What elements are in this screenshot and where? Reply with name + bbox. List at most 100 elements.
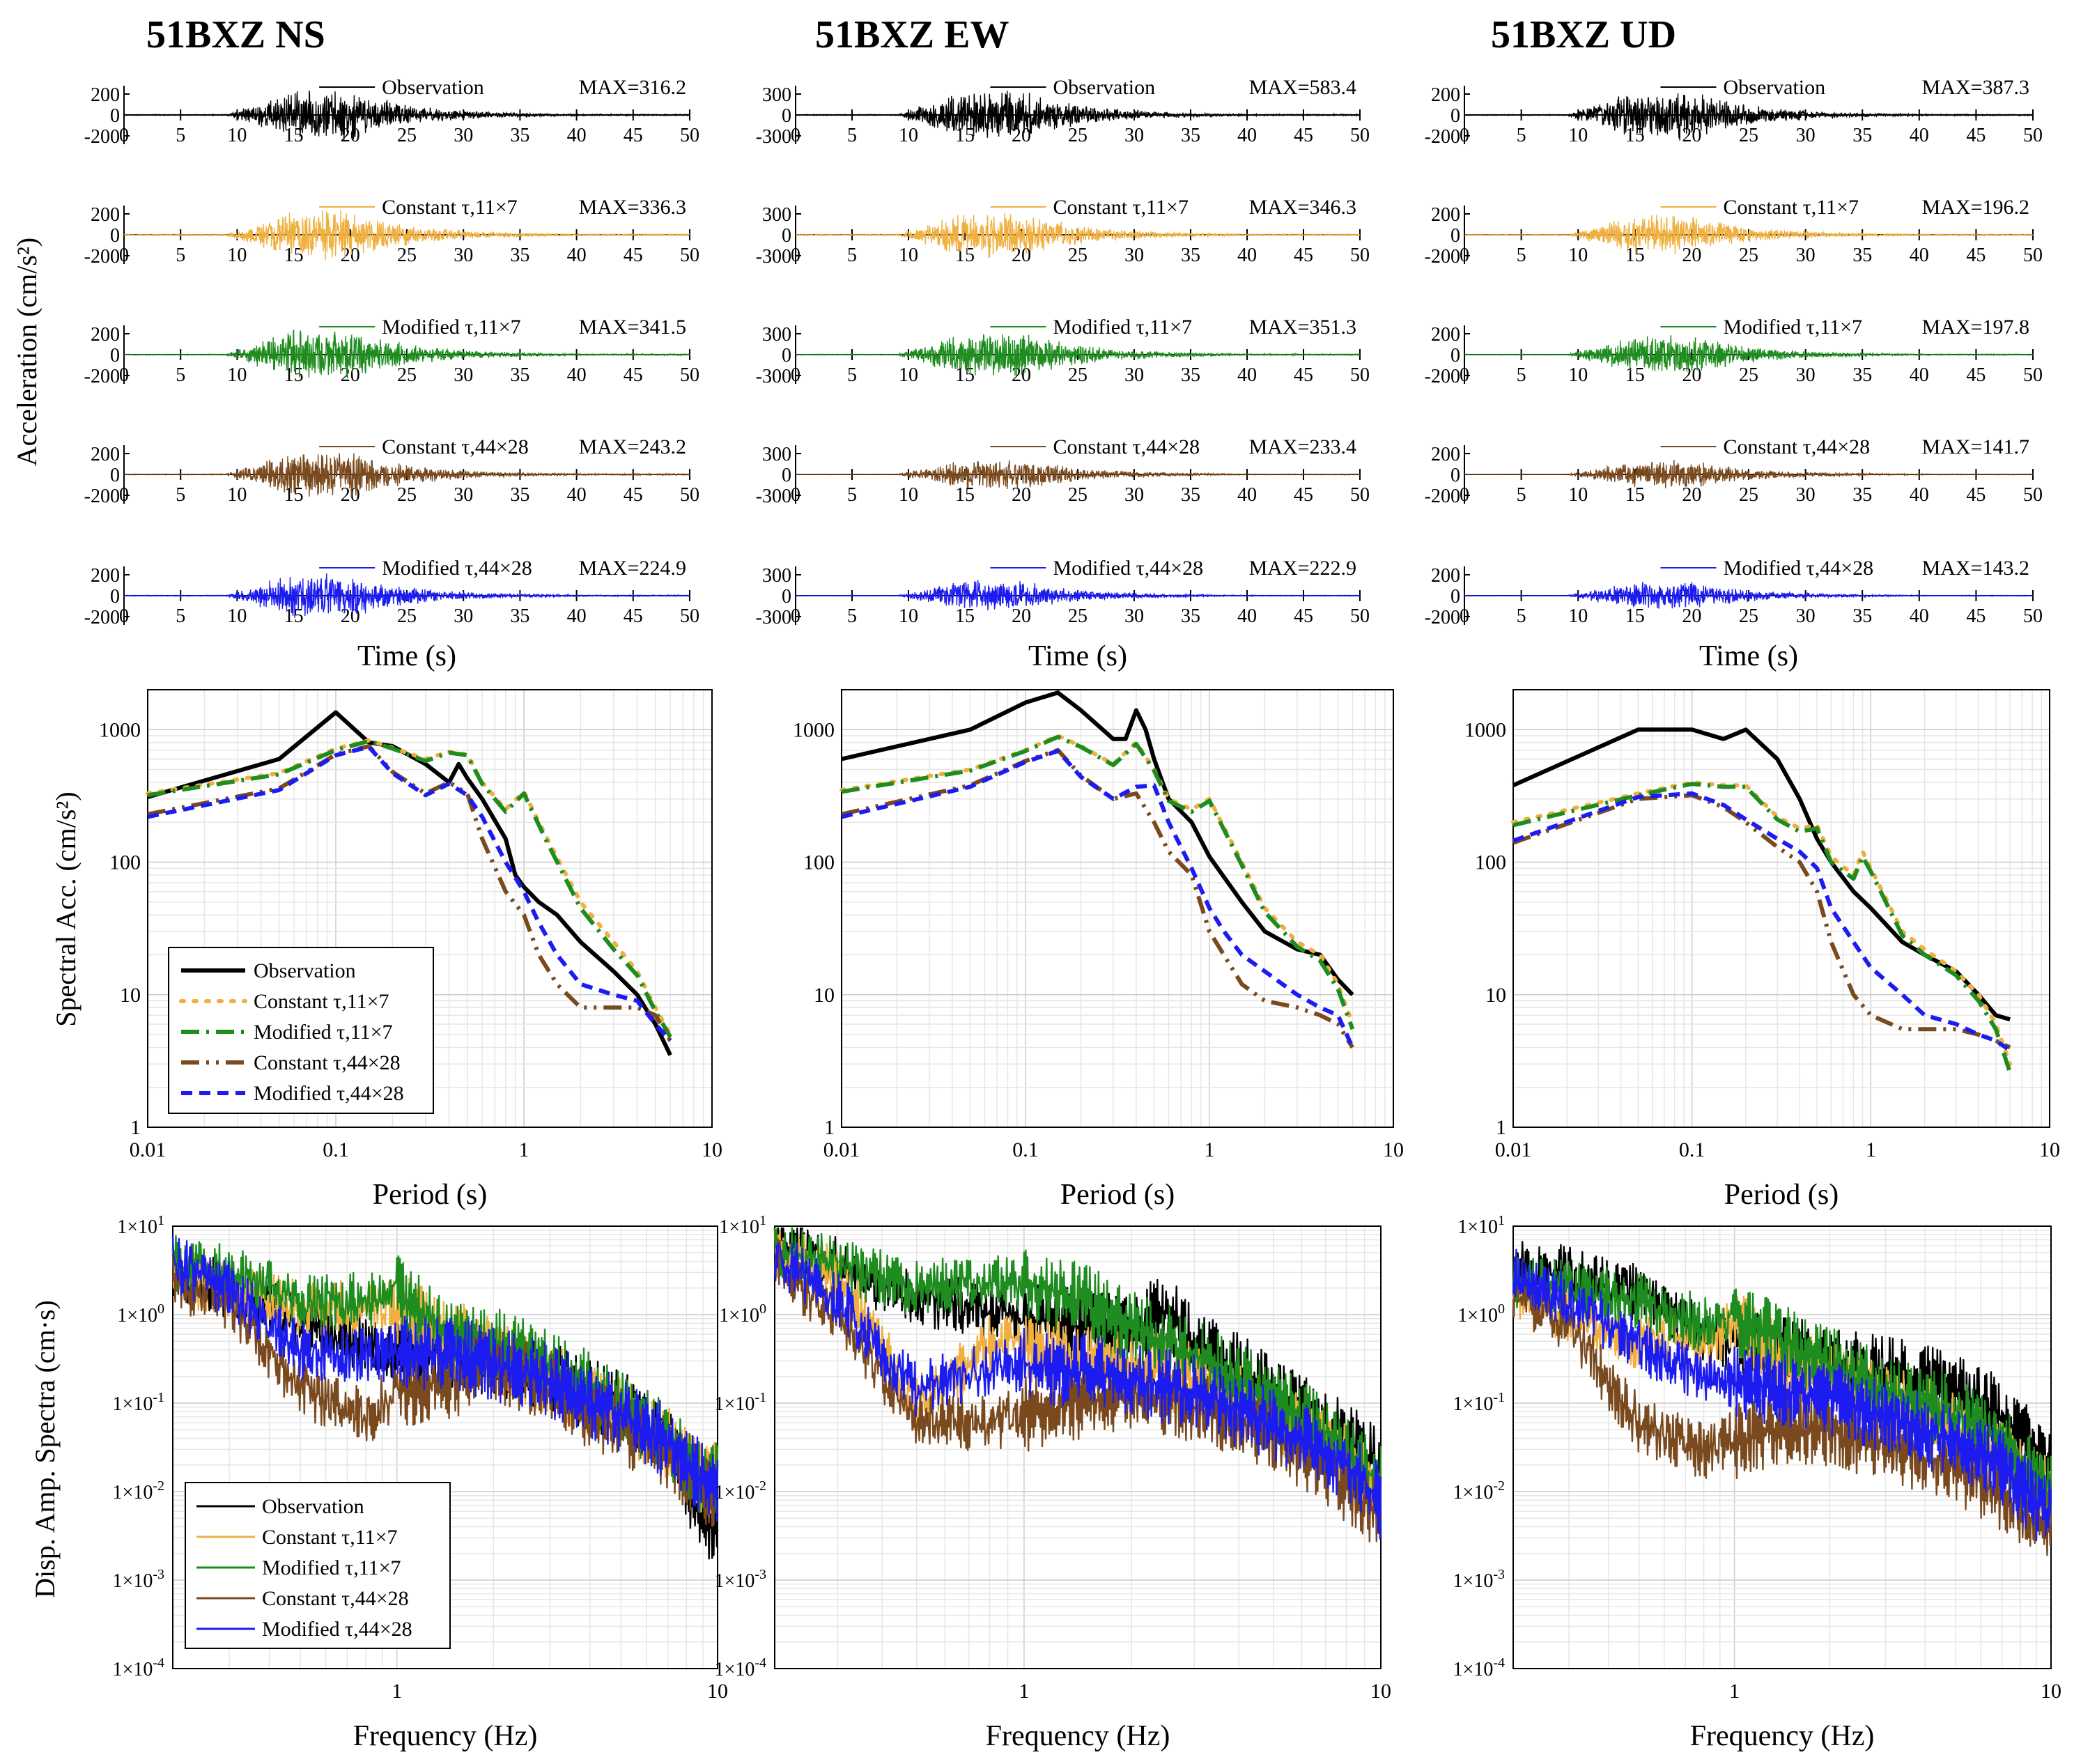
- y-tick-label: 1×10-4: [1453, 1655, 1505, 1680]
- x-tick-label: 30: [1796, 484, 1816, 506]
- freq-xlabel: Frequency (Hz): [353, 1720, 538, 1752]
- plot-frame: [1512, 1225, 2052, 1669]
- x-tick-label: 15: [1625, 364, 1645, 386]
- y-tick-label: 100: [109, 851, 141, 874]
- spectrum-line-4: [841, 748, 1354, 1049]
- max-label: MAX=233.4: [1249, 435, 1356, 458]
- series-name: Constant τ,11×7: [1053, 196, 1189, 219]
- x-tick-label: 5: [847, 364, 857, 386]
- legend-entry: Observation: [262, 1495, 364, 1518]
- series-name: Modified τ,44×28: [382, 557, 532, 580]
- x-tick-label: 50: [1350, 364, 1370, 386]
- x-tick-label: 30: [454, 364, 473, 386]
- x-tick-label: 45: [624, 364, 643, 386]
- x-tick-label: 5: [847, 245, 857, 266]
- x-tick-label: 10: [899, 125, 918, 146]
- x-tick-label: 5: [176, 125, 185, 146]
- x-tick-label: 10: [1568, 484, 1588, 506]
- series-name: Constant τ,11×7: [382, 196, 518, 219]
- series-name: Constant τ,44×28: [1724, 435, 1871, 458]
- x-tick-label: 1: [1019, 1680, 1029, 1703]
- y-tick-exponent: -1: [153, 1390, 164, 1405]
- y-tick-label: 1000: [1464, 718, 1506, 741]
- max-label: MAX=196.2: [1922, 196, 2029, 219]
- series-name: Modified τ,11×7: [1053, 316, 1192, 339]
- y-tick-label: 0: [1450, 345, 1460, 366]
- max-label: MAX=243.2: [579, 435, 686, 458]
- y-tick-label: -200: [1425, 607, 1460, 628]
- x-tick-label: 10: [2039, 1138, 2060, 1161]
- max-label: MAX=351.3: [1249, 316, 1356, 339]
- x-tick-label: 50: [2023, 245, 2043, 266]
- y-tick-label: 0: [110, 105, 120, 127]
- spectrum-line-3: [1512, 782, 2012, 1074]
- y-tick-label: -300: [756, 246, 791, 268]
- x-tick-label: 5: [847, 125, 857, 146]
- x-tick-label: 35: [1852, 605, 1872, 627]
- fas-panel-2: 1 101×1011×1001×10-11×10-21×10-31×10-4Fre…: [715, 1213, 1391, 1752]
- x-tick-label: 40: [1910, 605, 1929, 627]
- x-tick-label: 25: [397, 245, 417, 266]
- x-tick-label: 25: [1739, 125, 1758, 146]
- max-label: MAX=336.3: [579, 196, 686, 219]
- y-tick-label: -200: [84, 486, 120, 507]
- x-tick-label: 5: [1517, 605, 1526, 627]
- y-tick-label: 200: [91, 565, 120, 587]
- y-tick-label: 200: [91, 204, 120, 226]
- y-tick-label: 0: [110, 465, 120, 486]
- legend-entry: Observation: [254, 959, 356, 982]
- y-tick-exponent: -4: [1493, 1655, 1505, 1671]
- spectrum-line-3: [147, 738, 672, 1038]
- legend-entry: Modified τ,11×7: [254, 1021, 393, 1044]
- x-tick-label: 0: [1460, 605, 1469, 627]
- x-tick-label: 10: [227, 364, 247, 386]
- x-tick-label: 30: [1124, 245, 1144, 266]
- x-tick-label: 25: [1068, 605, 1088, 627]
- fas-line-5: [1512, 1248, 2052, 1542]
- waveform-trace: [795, 212, 1361, 258]
- x-tick-label: 0: [791, 125, 800, 146]
- y-tick-label: 1×10-2: [715, 1478, 766, 1503]
- x-tick-label: 35: [1852, 484, 1872, 506]
- y-tick-label: 1×10-3: [113, 1567, 164, 1592]
- y-tick-label: 1×101: [719, 1213, 766, 1238]
- max-label: MAX=316.2: [579, 76, 686, 99]
- x-tick-label: 0: [1460, 245, 1469, 266]
- y-tick-label: 0: [1450, 105, 1460, 127]
- x-tick-label: 35: [510, 484, 529, 506]
- y-tick-label: 10: [1485, 984, 1506, 1007]
- x-tick-label: 40: [1237, 125, 1257, 146]
- x-tick-label: 20: [1012, 484, 1031, 506]
- y-tick-label: 1: [824, 1116, 835, 1139]
- y-tick-exponent: -3: [153, 1567, 164, 1582]
- y-tick-label: 0: [110, 586, 120, 608]
- y-tick-label: 1000: [793, 718, 835, 741]
- x-tick-label: 1: [1729, 1680, 1740, 1703]
- x-tick-label: 50: [680, 605, 699, 627]
- fas-line-5: [171, 1235, 719, 1522]
- waveform-trace: [1464, 335, 2034, 372]
- x-tick-label: 25: [1068, 484, 1088, 506]
- x-tick-label: 10: [227, 125, 247, 146]
- x-tick-label: 30: [454, 125, 473, 146]
- x-tick-label: 5: [1517, 484, 1526, 506]
- max-label: MAX=143.2: [1922, 557, 2029, 580]
- x-tick-label: 0: [1460, 364, 1469, 386]
- period-xlabel: Period (s): [1060, 1179, 1175, 1211]
- legend-entry: Constant τ,11×7: [262, 1526, 398, 1549]
- x-tick-label: 40: [1910, 484, 1929, 506]
- y-tick-exponent: 0: [759, 1301, 766, 1317]
- x-tick-label: 50: [1350, 484, 1370, 506]
- legend-entry: Modified τ,44×28: [262, 1618, 412, 1641]
- x-tick-label: 40: [567, 364, 587, 386]
- x-tick-label: 1: [1205, 1138, 1215, 1161]
- x-tick-label: 0: [119, 125, 129, 146]
- max-label: MAX=141.7: [1922, 435, 2029, 458]
- x-tick-label: 45: [1966, 605, 1986, 627]
- x-tick-label: 1: [1866, 1138, 1876, 1161]
- y-tick-exponent: 0: [1498, 1301, 1505, 1317]
- x-tick-label: 10: [899, 605, 918, 627]
- y-tick-label: -200: [84, 607, 120, 628]
- x-tick-label: 45: [1966, 364, 1986, 386]
- x-tick-label: 10: [2041, 1680, 2061, 1703]
